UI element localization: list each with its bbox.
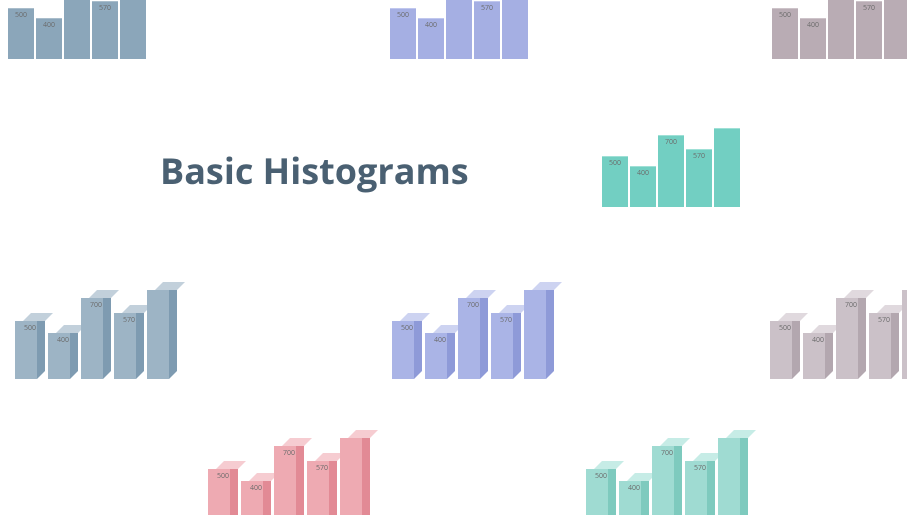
histogram-flat: 500400700570 <box>8 0 146 59</box>
bar-label: 500 <box>770 324 800 333</box>
bar: 570 <box>491 305 521 379</box>
bar: 400 <box>241 473 271 515</box>
bar <box>714 128 740 207</box>
bar: 570 <box>685 453 715 515</box>
bar <box>340 430 370 515</box>
bar-label: 400 <box>48 336 78 345</box>
bar: 500 <box>8 8 34 59</box>
bar-label: 400 <box>619 484 649 493</box>
bar-label: 700 <box>458 301 488 310</box>
bar: 400 <box>800 18 826 59</box>
bar-label: 500 <box>8 11 34 20</box>
bar: 500 <box>602 156 628 207</box>
bar <box>884 0 907 59</box>
bar-label: 500 <box>15 324 45 333</box>
bar: 500 <box>586 461 616 515</box>
bar-label: 400 <box>241 484 271 493</box>
bar-label: 500 <box>208 472 238 481</box>
bar-label: 400 <box>803 336 833 345</box>
bar <box>902 282 907 379</box>
bar: 570 <box>114 305 144 379</box>
bar-label: 570 <box>474 4 500 13</box>
histogram-flat: 500400 700570 <box>602 128 740 207</box>
bar: 700 <box>836 290 866 379</box>
bar-label: 570 <box>114 316 144 325</box>
bar-label: 500 <box>586 472 616 481</box>
bar <box>120 0 146 59</box>
bar-label: 400 <box>36 21 62 30</box>
bar <box>502 0 528 59</box>
bar: 570 <box>474 1 500 59</box>
bar: 700 <box>446 0 472 59</box>
bar: 570 <box>686 149 712 207</box>
bar: 700 <box>81 290 111 379</box>
bar: 700 <box>828 0 854 59</box>
histogram-flat: 500400700570 <box>390 0 528 59</box>
histogram-3d: 500400 700570 <box>208 430 370 515</box>
page-title: Basic Histograms <box>160 146 469 195</box>
bar-label: 570 <box>686 152 712 161</box>
bar: 570 <box>856 1 882 59</box>
bar-label: 700 <box>658 138 684 147</box>
bar <box>524 282 554 379</box>
bar: 700 <box>64 0 90 59</box>
bar: 400 <box>48 325 78 379</box>
bar: 570 <box>869 305 899 379</box>
bar: 700 <box>658 135 684 207</box>
bar-label: 700 <box>274 449 304 458</box>
bar: 700 <box>274 438 304 515</box>
bar-label: 570 <box>685 464 715 473</box>
bar: 400 <box>425 325 455 379</box>
bar-label: 400 <box>630 169 656 178</box>
bar: 500 <box>392 313 422 379</box>
bar: 400 <box>36 18 62 59</box>
bar: 700 <box>458 290 488 379</box>
bar: 400 <box>619 473 649 515</box>
bar: 500 <box>15 313 45 379</box>
stage: Basic Histograms 50040070057050040070057… <box>0 0 907 515</box>
bar: 570 <box>92 1 118 59</box>
bar-label: 570 <box>92 4 118 13</box>
bar-label: 700 <box>652 449 682 458</box>
bar: 400 <box>630 166 656 207</box>
bar: 500 <box>208 461 238 515</box>
bar-label: 700 <box>836 301 866 310</box>
bar-label: 500 <box>392 324 422 333</box>
bar: 500 <box>772 8 798 59</box>
bar: 400 <box>418 18 444 59</box>
histogram-3d: 500400 700570 <box>15 282 177 379</box>
bar-label: 500 <box>772 11 798 20</box>
bar-label: 400 <box>418 21 444 30</box>
bar-label: 400 <box>800 21 826 30</box>
bar <box>718 430 748 515</box>
histogram-3d: 500400 700570 <box>392 282 554 379</box>
histogram-3d: 500400 700570 <box>586 430 748 515</box>
bar: 400 <box>803 325 833 379</box>
bar-label: 500 <box>390 11 416 20</box>
bar: 570 <box>307 453 337 515</box>
bar: 700 <box>652 438 682 515</box>
bar-label: 400 <box>425 336 455 345</box>
bar-label: 570 <box>856 4 882 13</box>
bar: 500 <box>770 313 800 379</box>
bar-label: 570 <box>491 316 521 325</box>
bar-label: 700 <box>81 301 111 310</box>
bar <box>147 282 177 379</box>
bar-label: 570 <box>307 464 337 473</box>
bar-label: 570 <box>869 316 899 325</box>
bar: 500 <box>390 8 416 59</box>
histogram-flat: 500400700570 <box>772 0 907 59</box>
histogram-3d: 500400 700570 <box>770 282 907 379</box>
bar-label: 500 <box>602 159 628 168</box>
